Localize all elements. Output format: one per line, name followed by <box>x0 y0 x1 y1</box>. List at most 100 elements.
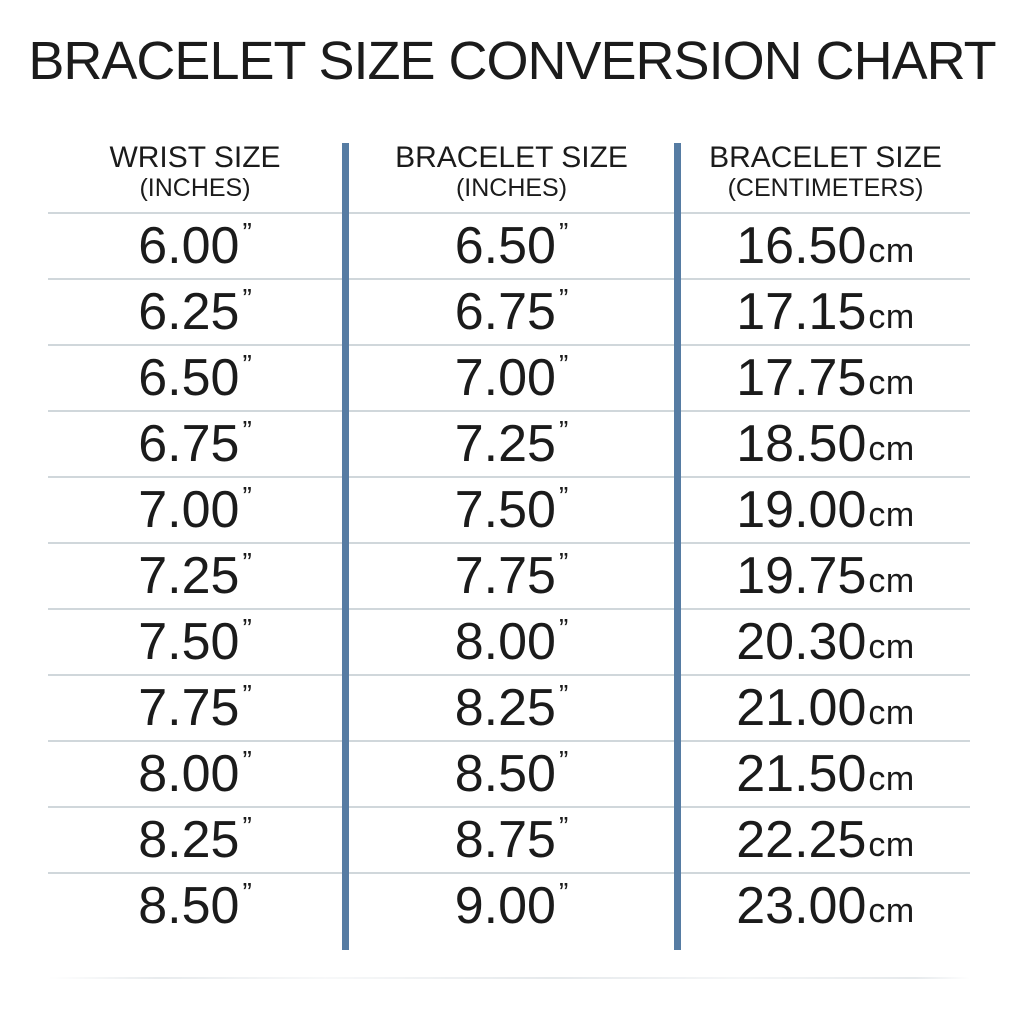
wrist-size-cell: 7.50” <box>48 610 342 674</box>
bracelet-size-inches-value: 8.00 <box>454 613 556 671</box>
inch-mark: ” <box>242 679 252 710</box>
header-wrist-size: WRIST SIZE (INCHES) <box>48 140 342 212</box>
wrist-size-cell: 7.00” <box>48 478 342 542</box>
column-divider-right <box>674 143 681 950</box>
inch-mark: ” <box>558 613 569 644</box>
bracelet-size-cm-value: 16.50 <box>736 217 867 275</box>
wrist-size-value: 8.50 <box>138 877 240 935</box>
table-row: 7.00” 7.50” 19.00 cm <box>48 476 970 542</box>
bracelet-size-cm-cell: 23.00 cm <box>681 874 970 938</box>
table-row: 6.25” 6.75” 17.15 cm <box>48 278 970 344</box>
header-sublabel: (INCHES) <box>455 173 568 202</box>
cm-unit: cm <box>868 496 915 534</box>
page-title: BRACELET SIZE CONVERSION CHART <box>28 31 996 91</box>
table-row: 6.00” 6.50” 16.50 cm <box>48 212 970 278</box>
bracelet-size-inches-cell: 6.75” <box>349 280 674 344</box>
wrist-size-cell: 8.25” <box>48 808 342 872</box>
inch-mark: ” <box>242 877 252 908</box>
header-sublabel: (INCHES) <box>139 173 251 202</box>
header-bracelet-size-inches: BRACELET SIZE (INCHES) <box>349 140 674 212</box>
wrist-size-cell: 6.00” <box>48 214 342 278</box>
bracelet-size-inches-cell: 8.75” <box>349 808 674 872</box>
bracelet-size-inches-cell: 7.25” <box>349 412 674 476</box>
table-body: 6.00” 6.50” 16.50 cm 6.25” 6.75” 17.15 cm … <box>48 212 970 938</box>
inch-mark: ” <box>558 877 569 908</box>
cm-unit: cm <box>868 298 915 336</box>
table-header-row: WRIST SIZE (INCHES) BRACELET SIZE (INCHE… <box>48 140 970 212</box>
inch-mark: ” <box>558 217 569 248</box>
bracelet-size-cm-cell: 19.00 cm <box>681 478 970 542</box>
table-row: 7.25” 7.75” 19.75 cm <box>48 542 970 608</box>
inch-mark: ” <box>558 283 569 314</box>
bracelet-size-inches-value: 7.50 <box>454 481 556 539</box>
wrist-size-cell: 7.25” <box>48 544 342 608</box>
wrist-size-value: 6.50 <box>138 349 240 407</box>
wrist-size-value: 8.25 <box>138 811 240 869</box>
bracelet-size-inches-value: 9.00 <box>454 877 556 935</box>
bracelet-size-cm-cell: 18.50 cm <box>681 412 970 476</box>
bracelet-size-cm-cell: 21.50 cm <box>681 742 970 806</box>
bracelet-size-inches-value: 8.25 <box>454 679 556 737</box>
cm-unit: cm <box>868 826 915 864</box>
wrist-size-value: 6.00 <box>138 217 240 275</box>
wrist-size-cell: 6.75” <box>48 412 342 476</box>
bracelet-size-cm-cell: 20.30 cm <box>681 610 970 674</box>
bracelet-size-cm-value: 21.00 <box>736 679 867 737</box>
bracelet-size-cm-value: 19.75 <box>736 547 867 605</box>
bracelet-size-inches-cell: 7.00” <box>349 346 674 410</box>
bracelet-size-cm-value: 23.00 <box>736 877 867 935</box>
inch-mark: ” <box>558 679 569 710</box>
bracelet-size-inches-cell: 8.25” <box>349 676 674 740</box>
inch-mark: ” <box>242 349 252 380</box>
wrist-size-value: 7.25 <box>138 547 240 605</box>
bracelet-size-inches-value: 6.75 <box>454 283 556 341</box>
inch-mark: ” <box>558 481 569 512</box>
inch-mark: ” <box>242 415 252 446</box>
bracelet-size-inches-cell: 7.50” <box>349 478 674 542</box>
inch-mark: ” <box>242 811 252 842</box>
wrist-size-value: 8.00 <box>138 745 240 803</box>
inch-mark: ” <box>242 745 252 776</box>
bracelet-size-inches-cell: 7.75” <box>349 544 674 608</box>
bracelet-size-cm-cell: 22.25 cm <box>681 808 970 872</box>
bracelet-size-cm-cell: 17.75 cm <box>681 346 970 410</box>
wrist-size-cell: 8.50” <box>48 874 342 938</box>
wrist-size-cell: 7.75” <box>48 676 342 740</box>
inch-mark: ” <box>558 547 569 578</box>
header-sublabel: (CENTIMETERS) <box>727 173 924 202</box>
bracelet-size-inches-value: 7.75 <box>454 547 556 605</box>
inch-mark: ” <box>558 349 569 380</box>
cm-unit: cm <box>868 760 915 798</box>
cm-unit: cm <box>868 628 915 666</box>
wrist-size-value: 6.25 <box>138 283 240 341</box>
header-bracelet-size-cm: BRACELET SIZE (CENTIMETERS) <box>681 140 970 212</box>
bracelet-size-cm-value: 17.15 <box>736 283 867 341</box>
table-row: 6.50” 7.00” 17.75 cm <box>48 344 970 410</box>
cm-unit: cm <box>868 430 915 468</box>
bracelet-size-cm-cell: 17.15 cm <box>681 280 970 344</box>
bracelet-size-inches-value: 8.50 <box>454 745 556 803</box>
conversion-table: WRIST SIZE (INCHES) BRACELET SIZE (INCHE… <box>48 140 970 950</box>
inch-mark: ” <box>558 811 569 842</box>
bracelet-size-cm-value: 21.50 <box>736 745 867 803</box>
bracelet-size-inches-value: 7.25 <box>454 415 556 473</box>
header-label: WRIST SIZE <box>109 141 281 174</box>
inch-mark: ” <box>242 283 252 314</box>
table-row: 7.50” 8.00” 20.30 cm <box>48 608 970 674</box>
bracelet-size-inches-cell: 8.00” <box>349 610 674 674</box>
inch-mark: ” <box>242 613 252 644</box>
bracelet-size-cm-cell: 16.50 cm <box>681 214 970 278</box>
cm-unit: cm <box>868 364 915 402</box>
table-row: 8.50” 9.00” 23.00 cm <box>48 872 970 938</box>
bracelet-size-inches-cell: 9.00” <box>349 874 674 938</box>
wrist-size-cell: 8.00” <box>48 742 342 806</box>
bracelet-size-cm-cell: 19.75 cm <box>681 544 970 608</box>
wrist-size-value: 6.75 <box>138 415 240 473</box>
column-divider-left <box>342 143 349 950</box>
cm-unit: cm <box>868 232 915 270</box>
cm-unit: cm <box>868 562 915 600</box>
cm-unit: cm <box>868 892 915 930</box>
inch-mark: ” <box>242 481 252 512</box>
wrist-size-value: 7.50 <box>138 613 240 671</box>
bracelet-size-inches-cell: 8.50” <box>349 742 674 806</box>
